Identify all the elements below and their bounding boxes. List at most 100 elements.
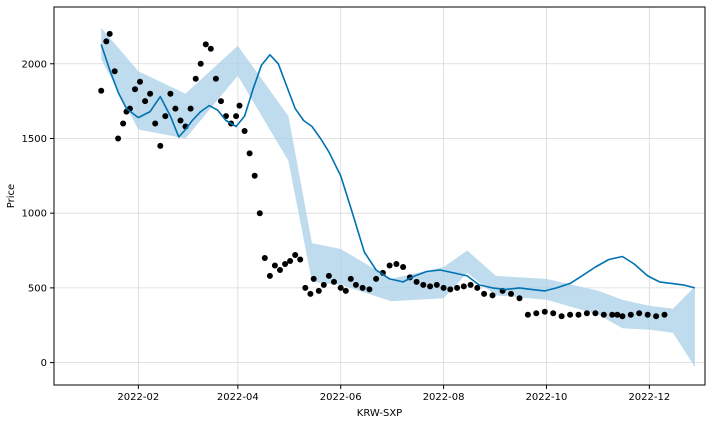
observed-point (420, 281, 427, 288)
observed-point (98, 87, 105, 94)
observed-point (627, 311, 634, 318)
observed-point (373, 275, 380, 282)
y-tick-label: 2000 (22, 59, 47, 70)
observed-point (325, 272, 332, 279)
uncertainty-band (101, 27, 695, 368)
observed-point (447, 286, 454, 293)
observed-point (400, 264, 407, 270)
observed-point (619, 313, 626, 320)
observed-point (246, 150, 253, 157)
observed-point (427, 283, 434, 290)
observed-point (359, 284, 366, 291)
x-tick-label: 2022-04 (217, 392, 259, 403)
grid (54, 7, 705, 385)
x-tick-label: 2022-08 (423, 392, 465, 403)
observed-point (467, 281, 474, 288)
observed-point (533, 310, 540, 317)
observed-point (600, 311, 607, 318)
observed-point (271, 262, 278, 269)
observed-point (103, 38, 110, 45)
observed-point (266, 272, 273, 279)
observed-point (331, 278, 337, 285)
observed-point (550, 310, 557, 317)
observed-point (277, 267, 283, 273)
observed-point (177, 117, 184, 124)
observed-point (644, 311, 651, 318)
observed-point (489, 292, 496, 299)
observed-point (282, 261, 289, 267)
y-tick-label: 0 (41, 358, 47, 369)
x-axis-label: KRW-SXP (357, 408, 402, 419)
observed-point (292, 252, 299, 258)
x-tick-label: 2022-06 (320, 392, 362, 403)
observed-point (609, 311, 616, 318)
observed-point (132, 86, 138, 93)
observed-point (241, 128, 248, 134)
observed-point (524, 311, 531, 318)
observed-point (202, 41, 209, 48)
observed-point (307, 290, 314, 297)
observed-point (413, 278, 420, 285)
observed-point (310, 275, 317, 282)
observed-point (187, 105, 194, 112)
observed-point (508, 290, 514, 297)
observed-point (152, 120, 159, 127)
observed-points (98, 30, 668, 320)
plot-frame (53, 6, 706, 386)
observed-point (192, 75, 199, 82)
observed-point (261, 255, 268, 261)
observed-point (567, 311, 574, 318)
observed-point (320, 281, 327, 288)
observed-point (583, 310, 590, 317)
observed-point (197, 60, 204, 67)
observed-point (218, 98, 224, 105)
observed-point (342, 287, 349, 294)
observed-point (516, 295, 523, 302)
x-tick-label: 2022-12 (628, 392, 670, 403)
observed-point (352, 281, 359, 288)
observed-point (653, 313, 660, 320)
observed-point (162, 113, 169, 120)
observed-point (454, 284, 461, 291)
observed-point (106, 30, 113, 37)
x-tick-label: 2022-02 (117, 392, 159, 403)
observed-point (315, 287, 322, 294)
observed-point (393, 261, 400, 267)
observed-point (558, 313, 565, 320)
observed-point (167, 90, 174, 97)
observed-point (366, 286, 373, 293)
observed-point (474, 284, 481, 291)
observed-point (460, 283, 467, 290)
observed-point (157, 142, 164, 149)
y-axis-ticks: 0 500 1000 1500 2000 (22, 59, 54, 369)
y-tick-label: 1500 (22, 134, 47, 145)
observed-point (347, 275, 354, 282)
observed-point (120, 120, 127, 127)
observed-point (137, 78, 143, 85)
observed-point (440, 284, 447, 291)
observed-point (661, 311, 668, 318)
observed-point (575, 311, 582, 318)
observed-point (233, 113, 240, 120)
observed-point (287, 258, 294, 264)
x-tick-label: 2022-10 (526, 392, 568, 403)
observed-point (251, 172, 258, 179)
observed-point (236, 102, 243, 109)
observed-point (297, 256, 304, 263)
observed-point (142, 98, 149, 105)
x-axis-ticks: 2022-02 2022-04 2022-06 2022-08 2022-10 2022-… (117, 385, 670, 403)
uncertainty-interval (101, 27, 695, 368)
observed-point (541, 308, 548, 315)
observed-point (592, 310, 599, 317)
observed-point (172, 105, 179, 112)
forecast-series-line (100, 44, 696, 292)
observed-point (614, 311, 621, 318)
observed-point (386, 262, 393, 269)
observed-point (337, 284, 344, 291)
y-tick-label: 1000 (22, 209, 47, 220)
y-axis-label: Price (6, 184, 17, 208)
observed-point (481, 290, 488, 297)
observed-point (147, 90, 154, 97)
observed-point (636, 310, 643, 317)
